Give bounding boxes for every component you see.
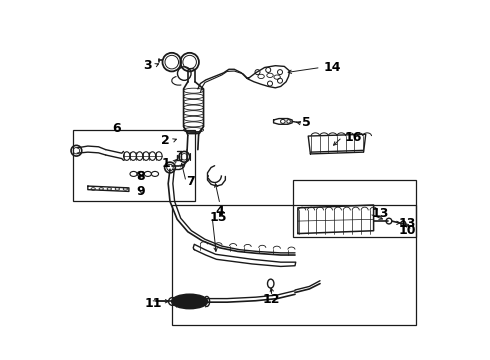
Text: 13: 13 [398, 217, 416, 230]
Text: 12: 12 [263, 293, 281, 306]
Text: 4: 4 [216, 205, 224, 218]
Text: 11: 11 [145, 297, 163, 310]
Bar [73, 130, 195, 202]
Ellipse shape [172, 294, 207, 309]
Text: 14: 14 [323, 61, 341, 74]
Text: 10: 10 [398, 224, 416, 237]
Bar [293, 180, 416, 237]
Text: 2: 2 [161, 134, 170, 147]
Text: 1: 1 [161, 157, 170, 170]
Bar [172, 205, 416, 325]
Text: 3: 3 [144, 59, 152, 72]
Text: 9: 9 [136, 185, 145, 198]
Text: 7: 7 [186, 175, 195, 188]
Text: 8: 8 [136, 170, 145, 183]
Text: 16: 16 [345, 131, 363, 144]
Text: 15: 15 [209, 211, 227, 224]
Text: 13: 13 [372, 207, 389, 220]
Text: 5: 5 [302, 116, 311, 129]
Text: 6: 6 [112, 122, 121, 135]
